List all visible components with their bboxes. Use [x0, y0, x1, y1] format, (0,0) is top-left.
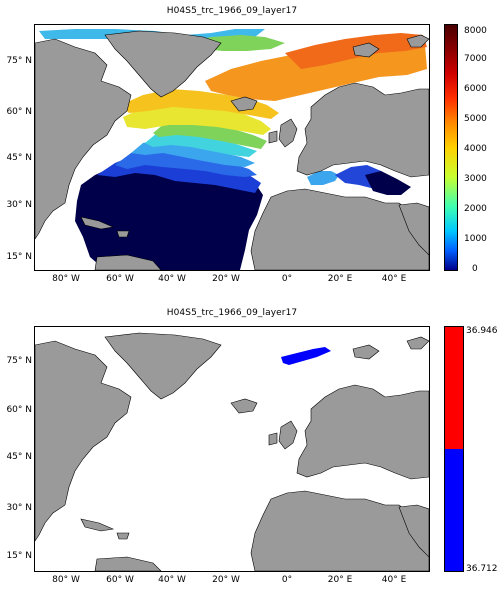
bottom-ytick-15n: 15° N [6, 551, 32, 561]
bottom-xtick-40e: 40° E [381, 575, 407, 585]
top-xtick-20e: 20° E [327, 274, 353, 284]
top-ytick-30n: 30° N [6, 200, 32, 210]
top-cbar-tick-1000: 1000 [464, 234, 487, 244]
bottom-cbar-max: 36.946 [466, 326, 498, 336]
top-cbar-tick-2000: 2000 [464, 204, 487, 214]
top-ytick-15n: 15° N [6, 252, 32, 262]
top-map-svg [35, 25, 429, 270]
top-map-area [34, 24, 430, 271]
bottom-map-area [34, 326, 430, 572]
top-xtick-40e: 40° E [381, 274, 407, 284]
bottom-ytick-45n: 45° N [6, 452, 32, 462]
bottom-map-panel: H04S5_trc_1966_09_layer17 75 [0, 300, 500, 600]
bottom-xtick-40w: 40° W [158, 575, 186, 585]
bottom-ytick-75n: 75° N [6, 356, 32, 366]
top-cbar-tick-0: 0 [472, 264, 478, 274]
bottom-xtick-0: 0° [281, 575, 293, 585]
top-ytick-75n: 75° N [6, 56, 32, 66]
top-xtick-80w: 80° W [52, 274, 80, 284]
top-colorbar [444, 24, 458, 271]
top-cbar-tick-5000: 5000 [464, 114, 487, 124]
top-map-title: H04S5_trc_1966_09_layer17 [166, 6, 298, 16]
bottom-ytick-30n: 30° N [6, 503, 32, 513]
bottom-xtick-80w: 80° W [52, 575, 80, 585]
top-cbar-tick-3000: 3000 [464, 174, 487, 184]
top-cbar-tick-8000: 8000 [464, 26, 487, 36]
top-ytick-45n: 45° N [6, 153, 32, 163]
top-map-panel: H04S5_trc_1966_09_layer17 [6, 6, 487, 284]
bottom-cbar-min: 36.712 [466, 564, 498, 574]
top-cbar-tick-6000: 6000 [464, 84, 487, 94]
top-ytick-60n: 60° N [6, 107, 32, 117]
land-masses [35, 332, 429, 571]
bottom-xtick-20e: 20° E [327, 575, 353, 585]
bottom-map-title: H04S5_trc_1966_09_layer17 [166, 308, 298, 318]
top-xtick-60w: 60° W [106, 274, 134, 284]
top-xtick-0: 0° [281, 274, 293, 284]
bottom-xtick-60w: 60° W [106, 575, 134, 585]
top-xtick-20w: 20° W [212, 274, 240, 284]
bottom-xtick-20w: 20° W [212, 575, 240, 585]
top-xtick-40w: 40° W [158, 274, 186, 284]
land-masses [35, 30, 429, 270]
top-cbar-tick-7000: 7000 [464, 54, 487, 64]
bottom-map-svg [35, 327, 429, 571]
top-cbar-tick-4000: 4000 [464, 144, 487, 154]
bottom-colorbar [444, 326, 464, 572]
tracer-strip [281, 347, 331, 365]
bottom-ytick-60n: 60° N [6, 405, 32, 415]
